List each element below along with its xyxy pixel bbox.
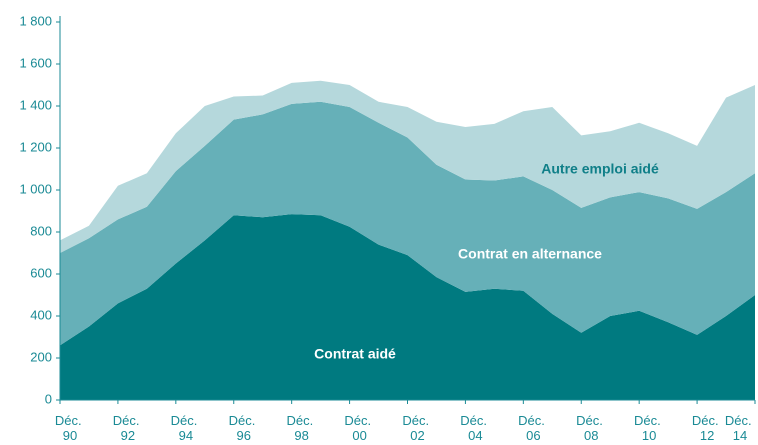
x-tick-label: Déc. 14	[725, 413, 755, 443]
y-tick-label: 1 800	[19, 13, 52, 28]
series-label: Contrat aidé	[314, 346, 396, 362]
area	[60, 214, 755, 400]
y-tick-label: 1 200	[19, 139, 52, 154]
x-tick-label: Déc. 04	[460, 413, 490, 443]
y-tick-label: 600	[30, 265, 52, 280]
series-label: Contrat en alternance	[458, 246, 602, 262]
y-tick-label: 0	[45, 391, 52, 406]
y-tick-label: 1 000	[19, 181, 52, 196]
y-tick-label: 400	[30, 307, 52, 322]
x-tick-label: Déc. 12	[692, 413, 722, 443]
area	[60, 80, 755, 253]
y-tick-label: 1 400	[19, 97, 52, 112]
x-tick-label: Déc. 08	[576, 413, 606, 443]
x-tick-label: Déc. 00	[344, 413, 374, 443]
x-tick-label: Déc. 98	[286, 413, 316, 443]
y-tick-label: 200	[30, 349, 52, 364]
x-tick-label: Déc. 02	[402, 413, 432, 443]
x-tick-label: Déc. 94	[171, 413, 201, 443]
y-tick-label: 1 600	[19, 55, 52, 70]
x-tick-label: Déc. 92	[113, 413, 143, 443]
area	[60, 101, 755, 346]
x-tick-label: Déc. 96	[229, 413, 259, 443]
series-label: Autre emploi aidé	[541, 161, 659, 177]
x-tick-label: Déc. 10	[634, 413, 664, 443]
x-tick-label: Déc. 90	[55, 413, 85, 443]
y-tick-label: 800	[30, 223, 52, 238]
x-tick-label: Déc. 06	[518, 413, 548, 443]
